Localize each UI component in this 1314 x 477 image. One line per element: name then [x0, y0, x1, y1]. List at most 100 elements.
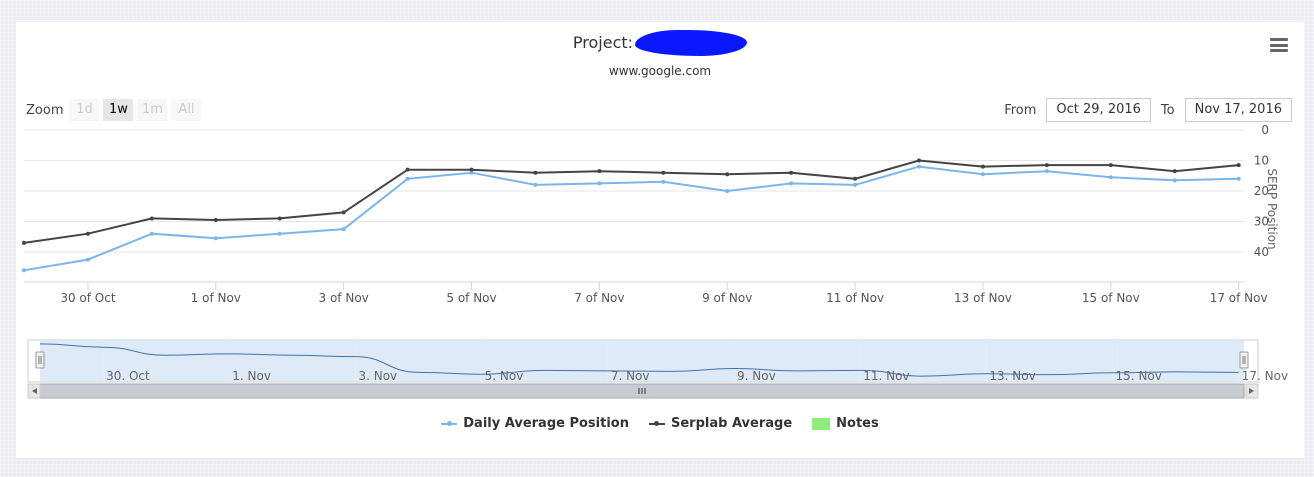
- navigator-label: 11. Nov: [863, 369, 909, 383]
- data-point: [1236, 176, 1241, 181]
- data-point: [1236, 163, 1241, 168]
- data-point: [341, 210, 346, 215]
- x-tick-label: 13 of Nov: [954, 291, 1012, 305]
- legend: Daily Average Position Serplab Average N…: [16, 416, 1304, 431]
- legend-label-serplab: Serplab Average: [670, 416, 793, 431]
- zoom-button-all[interactable]: All: [171, 99, 202, 121]
- data-point: [853, 182, 858, 187]
- y-tick-label: 40: [1254, 245, 1269, 259]
- arrow-right-icon: [1249, 388, 1254, 394]
- chart-title: Project:: [16, 30, 1304, 56]
- x-tick-label: 15 of Nov: [1082, 291, 1140, 305]
- x-tick-label: 11 of Nov: [826, 291, 884, 305]
- data-point: [469, 170, 474, 175]
- y-tick-label: 30: [1254, 215, 1269, 229]
- data-point: [22, 240, 26, 245]
- x-tick-label: 1 of Nov: [191, 291, 241, 305]
- data-point: [725, 172, 730, 177]
- to-label: To: [1160, 102, 1175, 118]
- data-point: [980, 172, 985, 177]
- navigator-label: 17. Nov: [1242, 369, 1288, 383]
- zoom-button-1d[interactable]: 1d: [69, 99, 100, 121]
- legend-item-serplab[interactable]: Serplab Average: [648, 416, 793, 431]
- data-point: [341, 227, 346, 232]
- chart-svg: 30 of Oct 1 of Nov 3 of Nov 5 of Nov 7 of No…: [22, 123, 1288, 399]
- from-label: From: [1004, 102, 1037, 118]
- data-point: [533, 170, 538, 175]
- zoom-selector: Zoom 1d 1w 1m All: [26, 99, 205, 121]
- data-point: [789, 181, 794, 186]
- series-line-daily: [23, 165, 1239, 272]
- data-point: [22, 268, 26, 273]
- legend-item-notes[interactable]: Notes: [812, 416, 879, 431]
- navigator-label: 9. Nov: [737, 369, 776, 383]
- data-point: [597, 169, 602, 174]
- legend-label-daily: Daily Average Position: [463, 416, 629, 431]
- data-point: [533, 182, 538, 187]
- data-point: [277, 231, 282, 236]
- data-point: [405, 176, 410, 181]
- y-tick-label: 0: [1261, 123, 1269, 137]
- x-tick-label: 3 of Nov: [319, 291, 369, 305]
- redacted-project-name: [635, 30, 748, 56]
- legend-item-daily[interactable]: Daily Average Position: [441, 416, 629, 431]
- x-tick-label: 17 of Nov: [1210, 291, 1268, 305]
- x-tick-label: 30 of Oct: [60, 291, 116, 305]
- data-point: [980, 164, 985, 169]
- zoom-button-1w[interactable]: 1w: [103, 99, 134, 121]
- data-point: [1044, 163, 1049, 168]
- data-point: [213, 217, 218, 222]
- navigator-label: 30. Oct: [106, 369, 150, 383]
- zoom-label: Zoom: [26, 102, 64, 118]
- data-point: [85, 257, 90, 262]
- title-prefix: Project:: [572, 33, 634, 52]
- navigator-label: 7. Nov: [611, 369, 650, 383]
- from-date-input[interactable]: Oct 29, 2016: [1046, 98, 1151, 122]
- data-point: [725, 189, 730, 193]
- data-point: [149, 231, 154, 236]
- x-tick-label: 5 of Nov: [446, 291, 496, 305]
- data-point: [917, 158, 922, 163]
- data-point: [1108, 175, 1113, 180]
- legend-label-notes: Notes: [836, 416, 879, 431]
- navigator-left-handle[interactable]: [35, 351, 45, 369]
- date-range-selector: From Oct 29, 2016 To Nov 17, 2016: [1004, 98, 1292, 122]
- data-point: [277, 216, 282, 221]
- data-point: [917, 164, 922, 169]
- line-marker-icon: [441, 419, 458, 429]
- navigator-label: 15. Nov: [1116, 369, 1162, 383]
- x-tick-label: 9 of Nov: [702, 291, 752, 305]
- navigator-series: [39, 343, 1239, 377]
- navigator-label: 3. Nov: [358, 369, 397, 383]
- data-point: [789, 170, 794, 175]
- data-point: [405, 167, 410, 172]
- data-point: [597, 181, 602, 186]
- chart-panel: Project: www.google.com Zoom 1d 1w 1m Al…: [16, 22, 1304, 458]
- data-point: [1172, 178, 1177, 183]
- data-point: [661, 170, 666, 175]
- data-point: [661, 179, 666, 184]
- navigator-label: 1. Nov: [232, 369, 271, 383]
- zoom-button-1m[interactable]: 1m: [137, 99, 168, 121]
- hamburger-menu-icon[interactable]: [1270, 38, 1288, 52]
- y-axis-title: SERP Position: [1265, 168, 1279, 249]
- y-tick-label: 10: [1254, 154, 1269, 168]
- x-tick-label: 7 of Nov: [574, 291, 624, 305]
- data-point: [149, 216, 154, 221]
- data-point: [1108, 163, 1113, 168]
- navigator-label: 13. Nov: [989, 369, 1035, 383]
- navigator-right-handle[interactable]: [1239, 351, 1249, 369]
- navigator-label: 5. Nov: [485, 369, 524, 383]
- chart-subtitle: www.google.com: [608, 64, 712, 78]
- series-line-serplab: [23, 159, 1239, 244]
- square-icon: [812, 417, 831, 430]
- data-point: [213, 236, 218, 241]
- line-marker-icon: [648, 419, 665, 429]
- to-date-input[interactable]: Nov 17, 2016: [1184, 98, 1292, 122]
- data-point: [85, 231, 90, 236]
- data-point: [1172, 169, 1177, 174]
- data-point: [853, 176, 858, 181]
- arrow-left-icon: [32, 388, 37, 394]
- data-point: [1044, 169, 1049, 174]
- y-tick-label: 20: [1254, 184, 1269, 198]
